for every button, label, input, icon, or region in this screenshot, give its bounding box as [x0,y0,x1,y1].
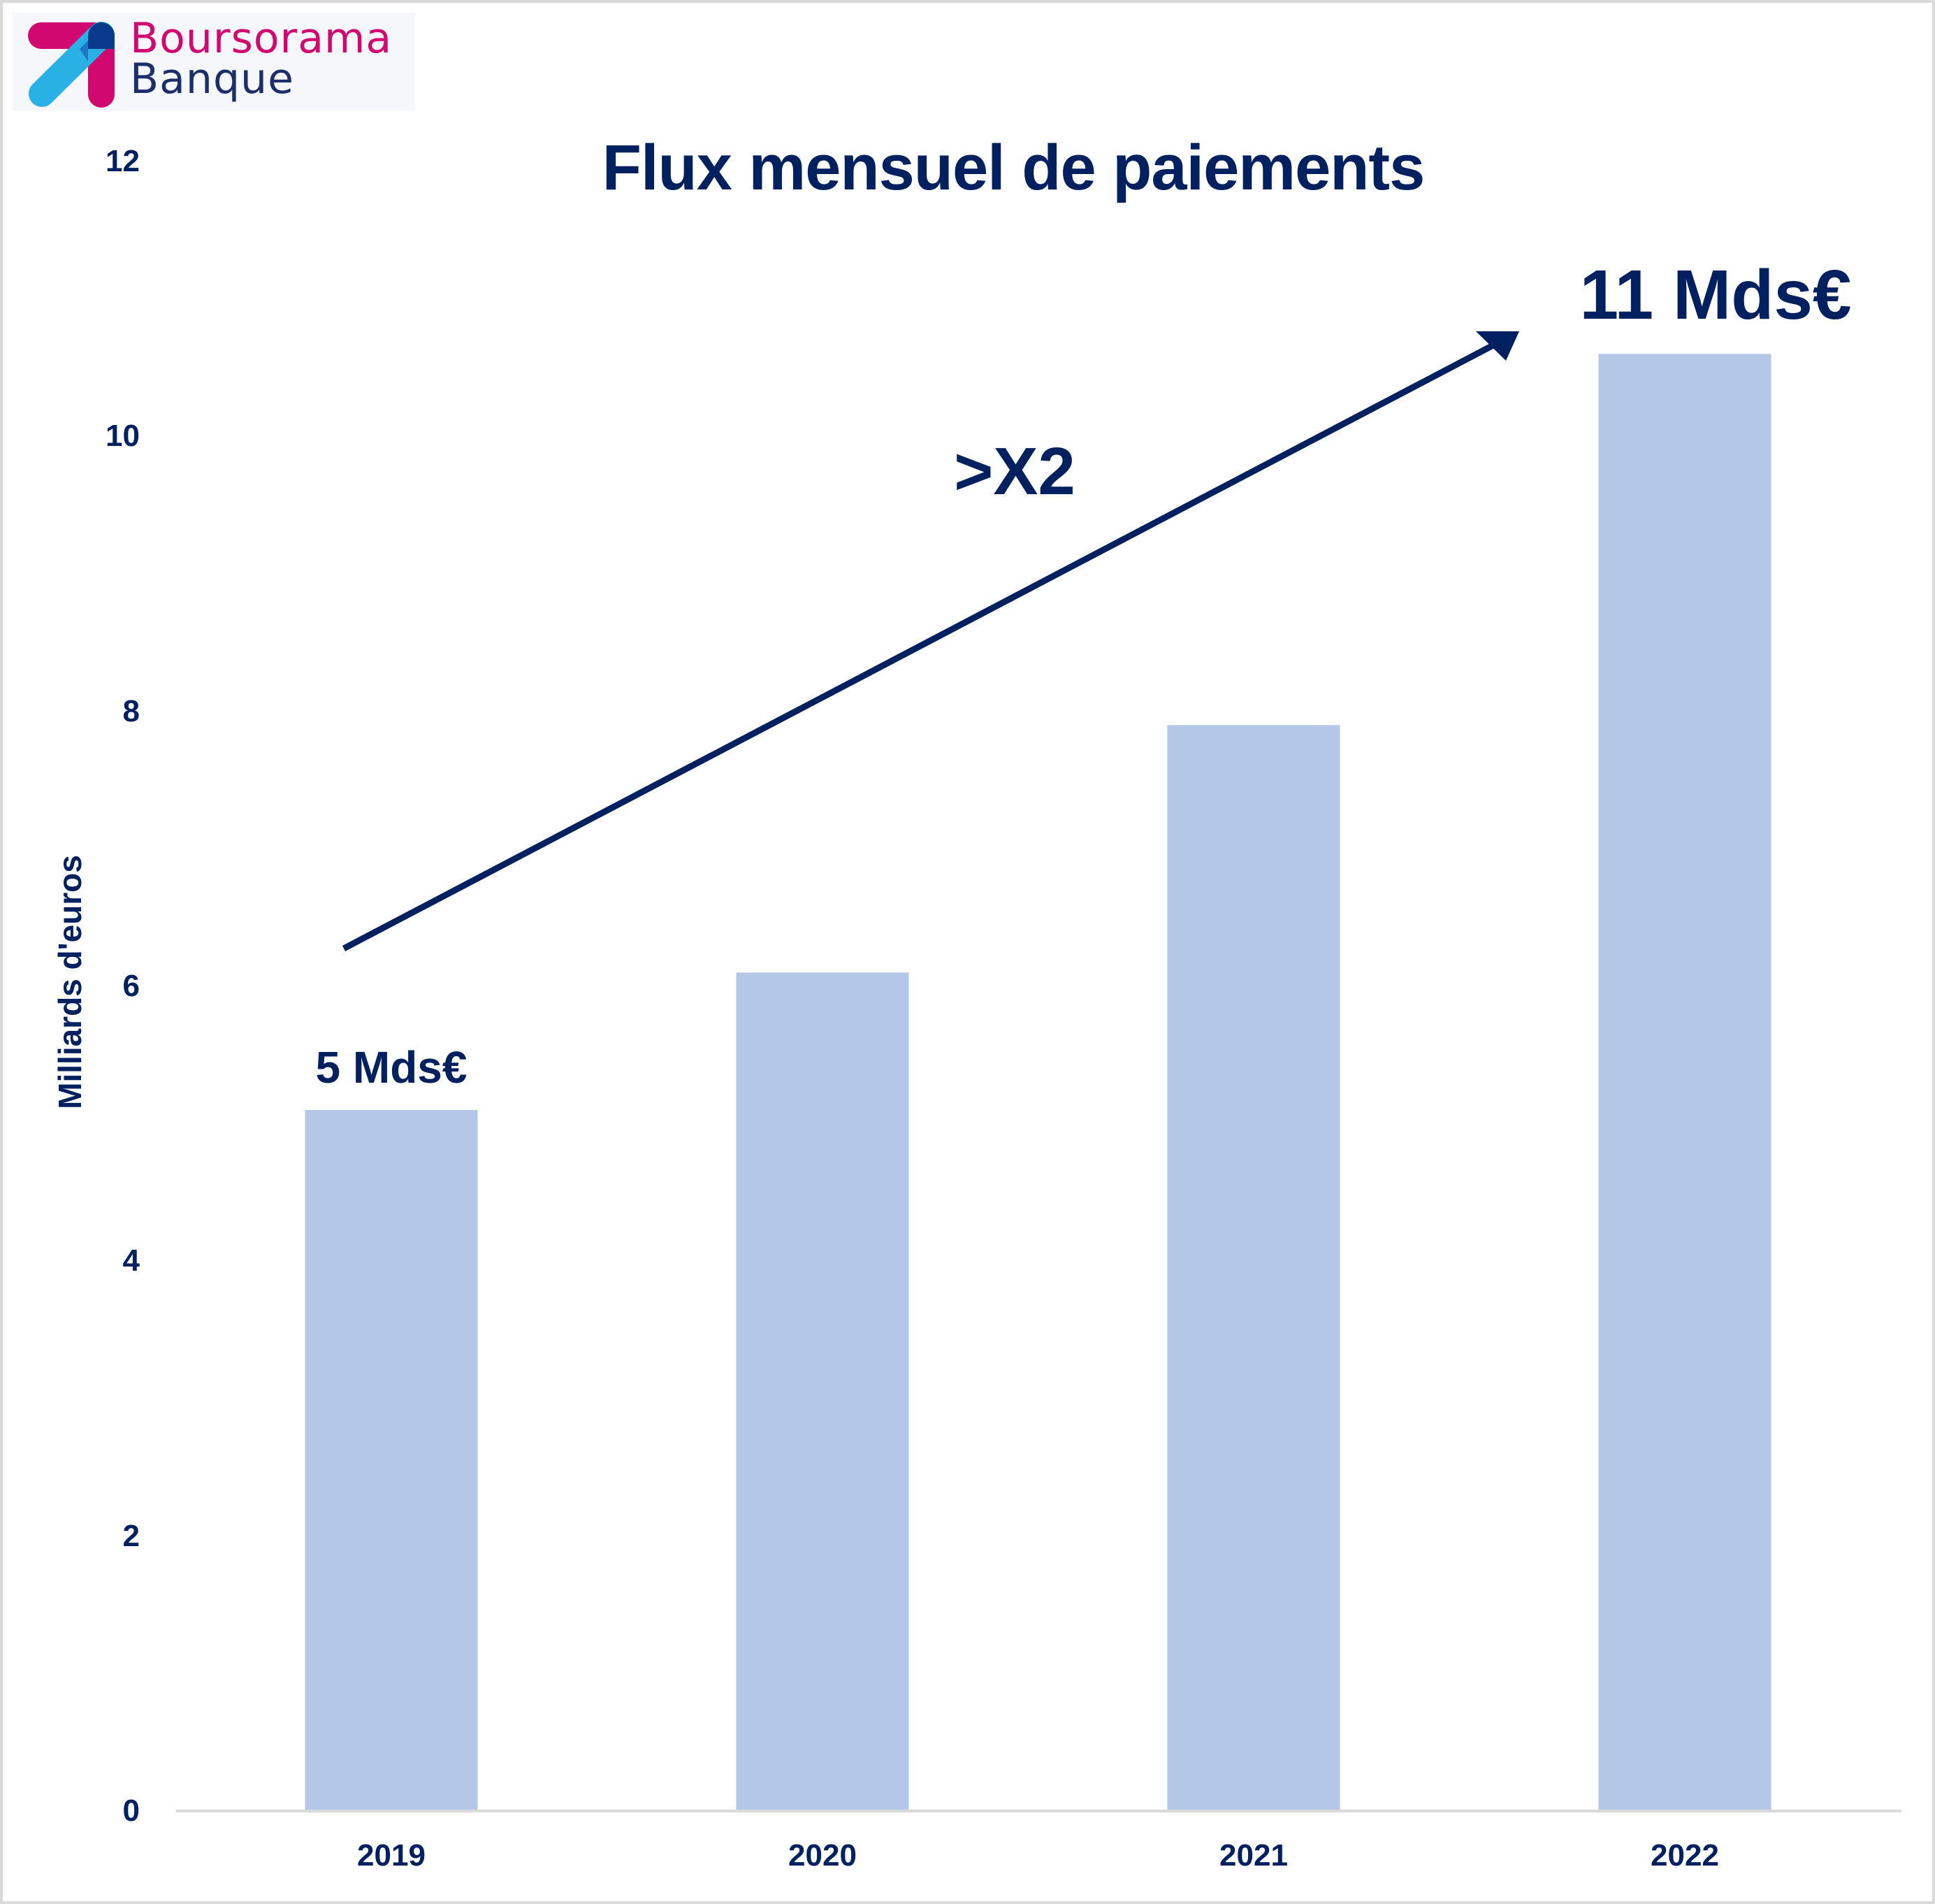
logo-line-banque: Banque [130,55,294,103]
x-tick-label: 2019 [357,1838,426,1873]
annotation-2019-value: 5 Mds€ [315,1042,468,1092]
chart-title: Flux mensuel de paiements [602,132,1425,203]
x-tick-label: 2020 [788,1838,857,1873]
growth-arrow-icon [342,331,1519,951]
x-tick-label: 2021 [1219,1838,1288,1873]
annotation-2022-value: 11 Mds€ [1579,256,1852,334]
bar-2022 [1598,354,1771,1812]
annotation-growth-multiplier: >X2 [954,434,1075,509]
logo-line-boursorama: Boursorama [130,14,393,63]
bar-2021 [1167,725,1340,1811]
boursorama-wordmark: Boursorama Banque [130,14,393,103]
y-tick-label: 2 [122,1518,140,1553]
y-tick-label: 10 [106,419,140,454]
y-tick-label: 4 [122,1243,140,1278]
y-tick-label: 6 [122,969,140,1003]
y-tick-label: 0 [122,1794,140,1828]
bar-2020 [736,972,909,1811]
x-tick-label: 2022 [1651,1838,1719,1873]
bar-2019 [305,1110,478,1811]
y-tick-label: 12 [106,144,140,178]
boursorama-logo: Boursorama Banque [13,13,415,110]
bar-series [305,354,1771,1812]
y-tick-label: 8 [122,693,140,728]
boursorama-logo-mark-icon [28,22,115,108]
